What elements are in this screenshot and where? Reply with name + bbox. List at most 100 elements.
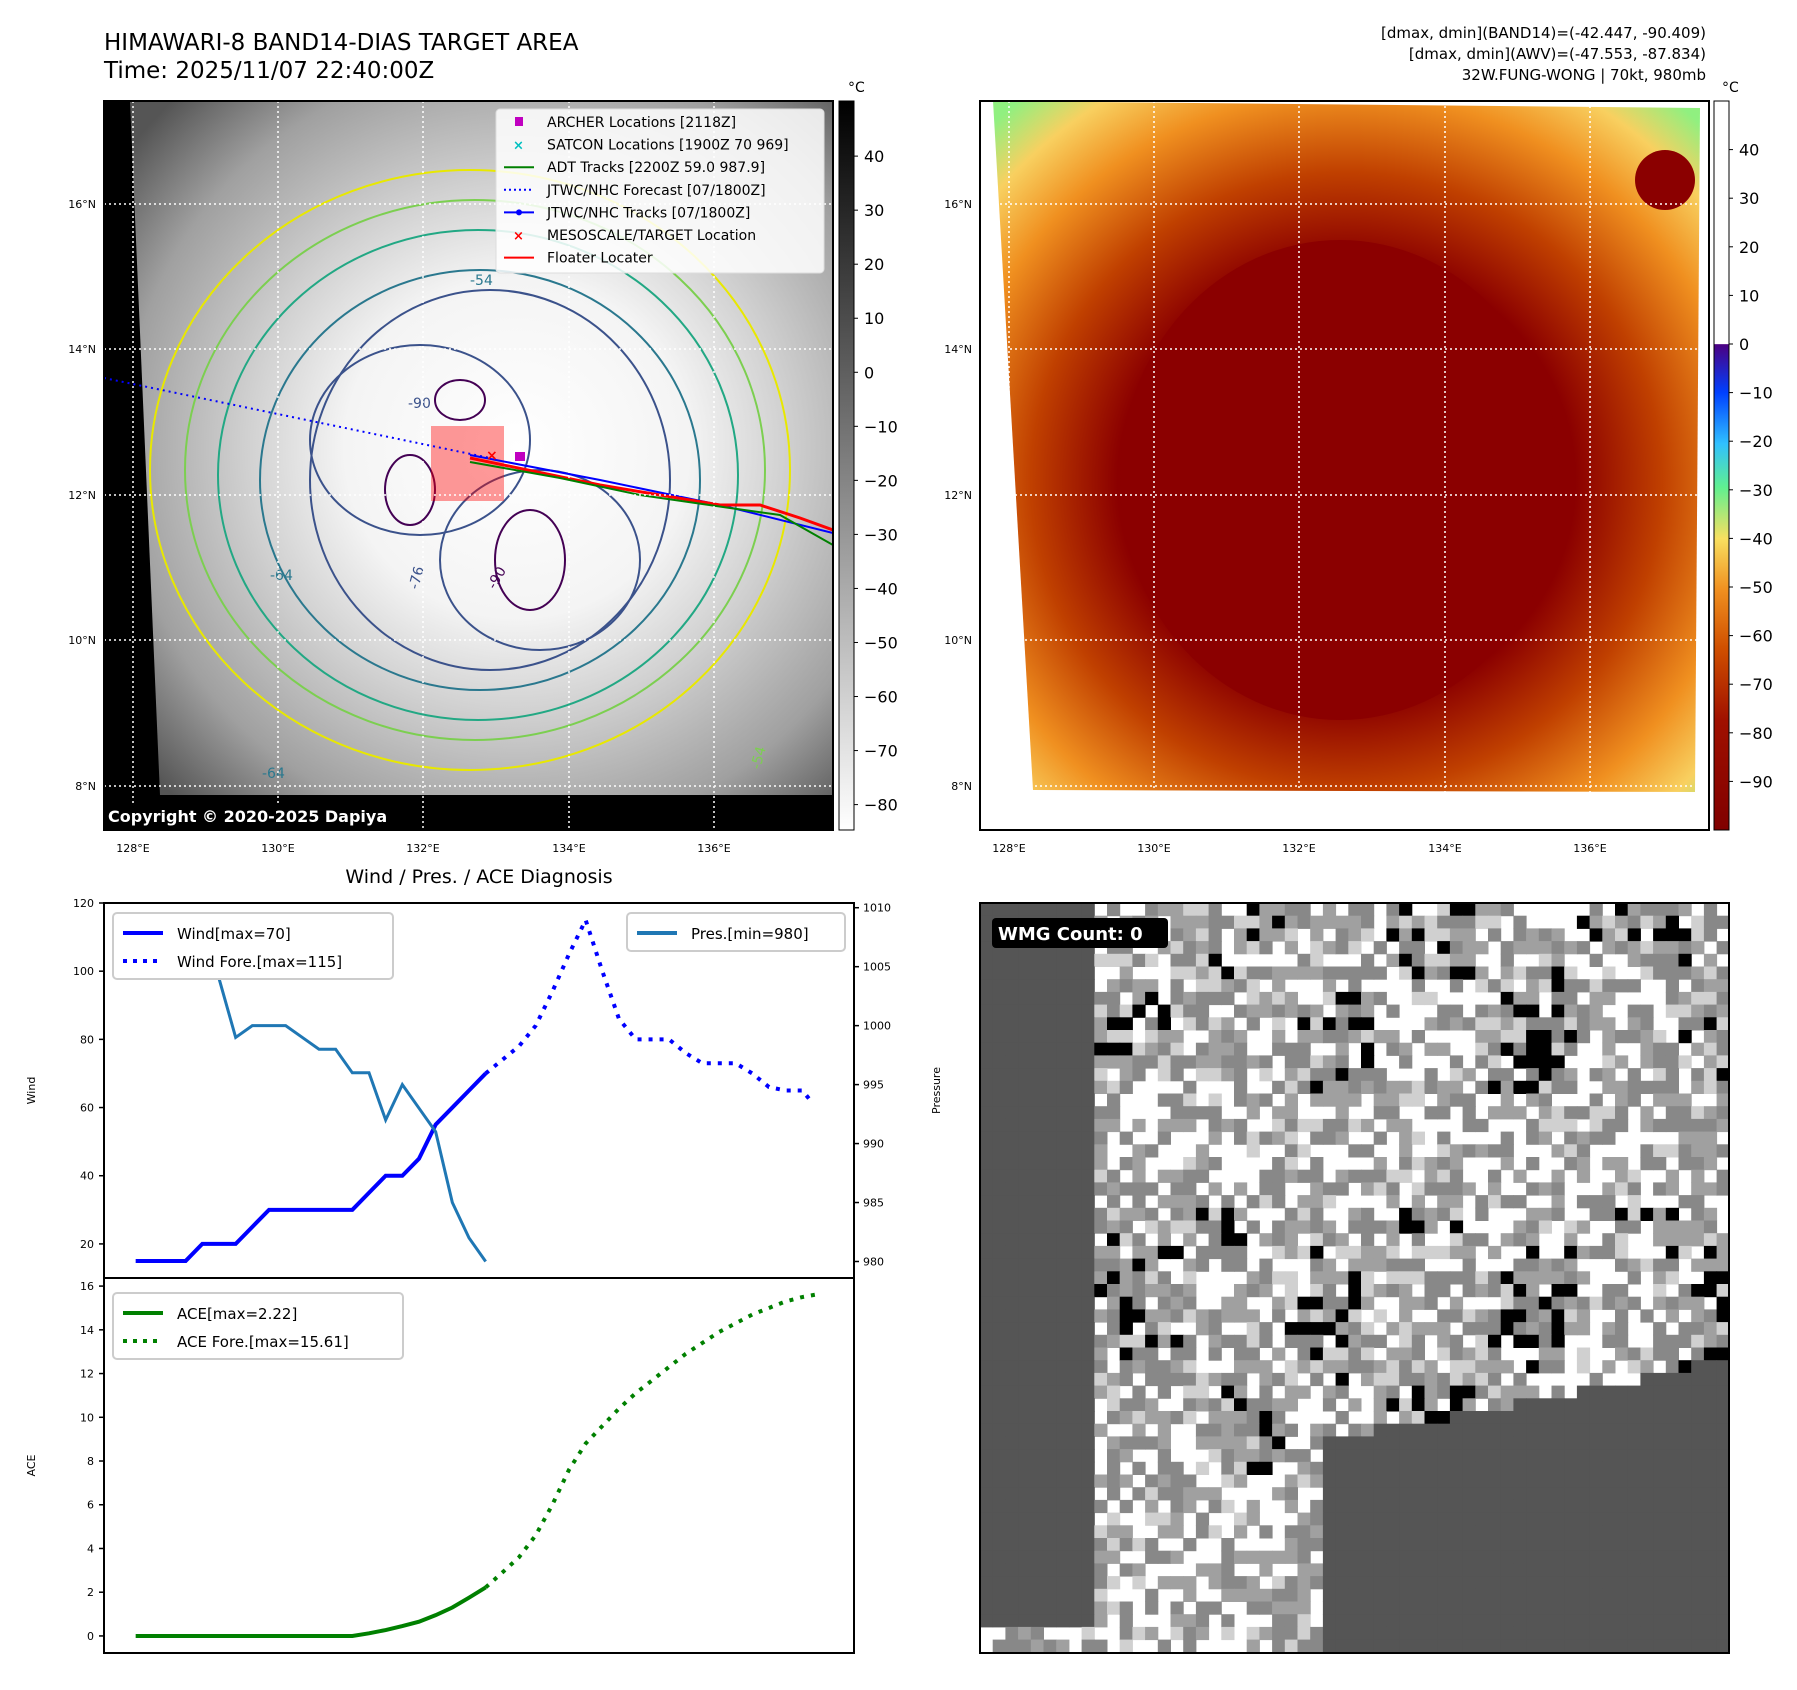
y-right-axis-label: Pressure (930, 1067, 943, 1114)
colorbar-tick: 10 (1739, 286, 1759, 305)
legend-label: ADT Tracks [2200Z 59.0 987.9] (547, 160, 765, 176)
colorbar-unit: °C (1722, 80, 1739, 96)
gray-colorbar (838, 100, 855, 831)
map-gridlines (980, 101, 1709, 830)
legend-label: JTWC/NHC Tracks [07/1800Z] (546, 205, 750, 221)
jtwc-track (469, 454, 833, 534)
legend-label: Wind[max=70] (177, 925, 291, 943)
lon-label: 132°E (406, 842, 439, 855)
legend-label: MESOSCALE/TARGET Location (547, 228, 756, 244)
y-right-tick-label: 980 (863, 1255, 884, 1268)
ir-color-map (980, 101, 1709, 830)
colorbar-tick: 0 (1739, 335, 1749, 354)
lon-label: 132°E (1282, 842, 1315, 855)
y-right-tick-label: 990 (863, 1138, 884, 1151)
contour-label: -54 (470, 273, 493, 289)
satcon-marker-icon: × (513, 139, 524, 154)
heat-colorbar-ticks: 40 30 20 10 0 −10 −20 −30 −40 −50 −60 −70 −80 −90 (1729, 141, 1773, 791)
colorbar-tick: −40 (864, 579, 898, 598)
legend-label: Pres.[min=980] (691, 925, 809, 943)
wmg-count-label: WMG Count: 0 (998, 924, 1143, 945)
colorbar-tick: 40 (1739, 141, 1759, 160)
series-line-0 (135, 1585, 487, 1638)
colorbar-tick: 40 (864, 147, 884, 166)
legend-label: Floater Locater (547, 251, 653, 267)
colorbar-tick: 30 (864, 201, 884, 220)
lat-label: 12°N (944, 489, 972, 502)
info-storm: 32W.FUNG-WONG | 70kt, 980mb (1462, 66, 1706, 84)
colorbar-tick: −60 (864, 688, 898, 707)
colorbar-tick: −10 (864, 417, 898, 436)
colorbar-tick: −70 (1739, 675, 1773, 694)
lon-label: 128°E (992, 842, 1025, 855)
info-band14: [dmax, dmin](BAND14)=(-42.447, -90.409) (1381, 24, 1706, 42)
colorbar-tick: −70 (864, 742, 898, 761)
ace-chart: 0 2 4 6 8 10 12 14 16 ACE ACE[max=2.22] ACE Fore.[m… (25, 1277, 855, 1654)
colorbar-tick: −60 (1739, 627, 1773, 646)
y-right-tick-label: 1010 (863, 902, 891, 915)
wmg-count-badge (992, 918, 1168, 948)
series-line-1 (484, 914, 813, 1102)
contour-label: -64 (270, 568, 293, 584)
y-right-tick-label: 985 (863, 1197, 884, 1210)
colorbar-tick: 20 (864, 255, 884, 274)
y-axis-label: Wind (25, 1077, 38, 1105)
contour-label: -90 (408, 396, 431, 412)
y-tick-label: 12 (80, 1368, 94, 1381)
legend-label: Wind Fore.[max=115] (177, 953, 342, 971)
y-right-tick-label: 1000 (863, 1020, 891, 1033)
lat-label: 14°N (68, 343, 96, 356)
lon-label: 134°E (552, 842, 585, 855)
target-marker-icon: × (486, 448, 498, 464)
gray-colorbar-ticks: 40 30 20 10 0 −10 −20 −30 −40 −50 −60 −70 −80 (854, 147, 898, 815)
diagnosis-title: Wind / Pres. / ACE Diagnosis (345, 866, 612, 888)
lat-label: 10°N (944, 634, 972, 647)
y-right-tick-label: 1005 (863, 961, 891, 974)
y-tick-label: 60 (80, 1102, 94, 1115)
wmg-panel (980, 903, 1730, 1653)
copyright-text: Copyright © 2020-2025 Dapiya (108, 807, 387, 826)
lon-label: 136°E (1573, 842, 1606, 855)
lon-label: 134°E (1428, 842, 1461, 855)
lon-label: 130°E (1137, 842, 1170, 855)
colorbar-tick: −50 (864, 633, 898, 652)
y-tick-label: 10 (80, 1411, 94, 1424)
colorbar-tick: −80 (1739, 724, 1773, 743)
legend-label: ACE[max=2.22] (177, 1305, 297, 1323)
lon-label: 128°E (116, 842, 149, 855)
lat-label: 8°N (75, 780, 96, 793)
lat-label: 14°N (944, 343, 972, 356)
colorbar-tick: −80 (864, 796, 898, 815)
y-tick-label: 14 (80, 1324, 94, 1337)
archer-marker-icon (515, 117, 523, 126)
heat-colorbar (1713, 100, 1730, 831)
lon-label: 136°E (697, 842, 730, 855)
colorbar-tick: −30 (864, 525, 898, 544)
contours (149, 169, 791, 771)
colorbar-tick: 0 (864, 363, 874, 382)
colorbar-tick: 10 (864, 309, 884, 328)
archer-marker-icon (515, 452, 525, 461)
y-tick-label: 40 (80, 1170, 94, 1183)
legend-label: SATCON Locations [1900Z 70 969] (547, 138, 789, 154)
lat-label: 16°N (68, 198, 96, 211)
figure-title: HIMAWARI-8 BAND14-DIAS TARGET AREA (104, 30, 579, 56)
y-tick-label: 8 (87, 1455, 94, 1468)
adt-track (469, 461, 833, 546)
y-tick-label: 120 (73, 897, 94, 910)
lat-label: 16°N (944, 198, 972, 211)
map-legend: ARCHER Locations [2118Z] × SATCON Location… (495, 108, 825, 274)
colorbar-tick: 20 (1739, 238, 1759, 257)
colorbar-tick: −40 (1739, 529, 1773, 548)
y-tick-label: 2 (87, 1586, 94, 1599)
colorbar-tick: −20 (864, 471, 898, 490)
legend-label: JTWC/NHC Forecast [07/1800Z] (546, 183, 766, 199)
legend-label: ACE Fore.[max=15.61] (177, 1333, 349, 1351)
series-line-0 (135, 1072, 488, 1263)
lat-label: 12°N (68, 489, 96, 502)
colorbar-tick: −20 (1739, 432, 1773, 451)
lon-label: 130°E (261, 842, 294, 855)
colorbar-tick: −30 (1739, 481, 1773, 500)
colorbar-tick: −90 (1739, 772, 1773, 791)
